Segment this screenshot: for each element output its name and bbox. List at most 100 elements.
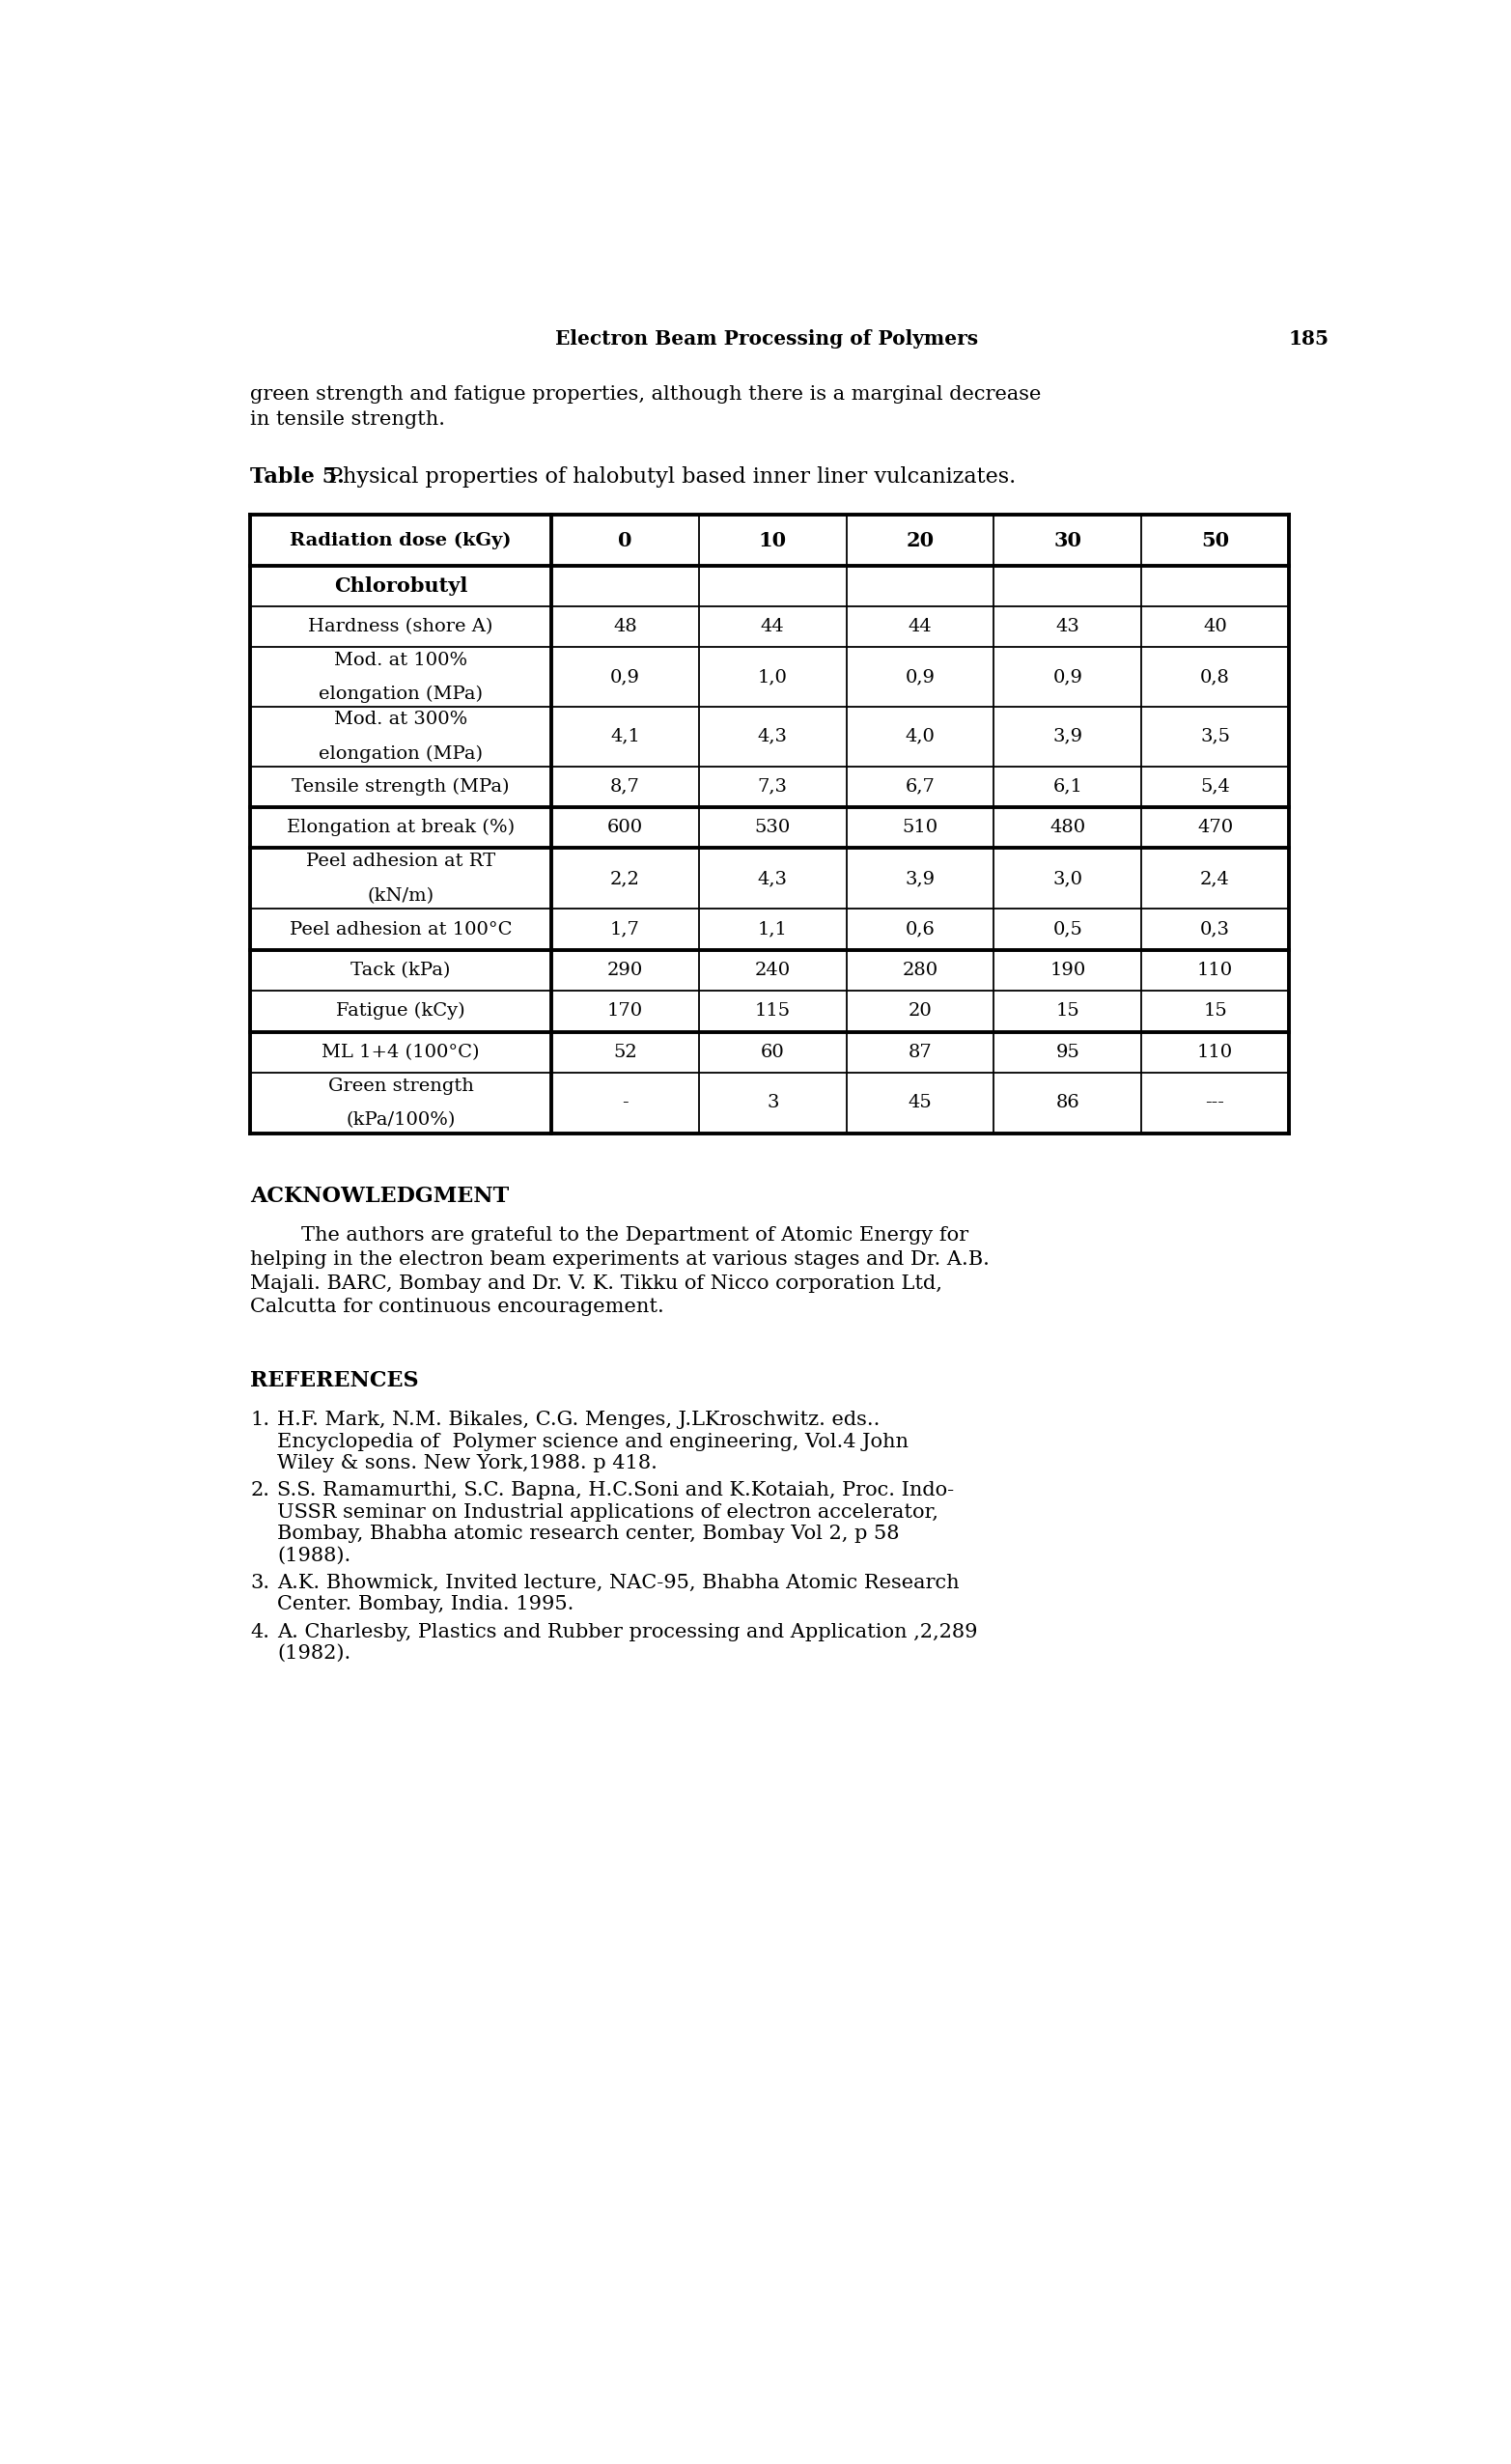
Text: Wiley & sons. New York,1988. p 418.: Wiley & sons. New York,1988. p 418. [277, 1454, 657, 1473]
Text: 8,7: 8,7 [610, 779, 641, 796]
Text: 290: 290 [607, 961, 644, 978]
Text: 6,7: 6,7 [905, 779, 935, 796]
Text: Tensile strength (MPa): Tensile strength (MPa) [292, 779, 509, 796]
Text: 44: 44 [760, 618, 784, 636]
Text: 2,4: 2,4 [1200, 870, 1230, 887]
Text: 530: 530 [754, 818, 790, 835]
Text: Elongation at break (%): Elongation at break (%) [287, 818, 515, 835]
Text: (1988).: (1988). [277, 1547, 351, 1565]
Text: REFERENCES: REFERENCES [251, 1370, 419, 1392]
Text: S.S. Ramamurthi, S.C. Bapna, H.C.Soni and K.Kotaiah, Proc. Indo-: S.S. Ramamurthi, S.C. Bapna, H.C.Soni an… [277, 1481, 953, 1501]
Text: 1,1: 1,1 [757, 922, 787, 939]
Text: 20: 20 [907, 530, 934, 549]
Text: Chlorobutyl: Chlorobutyl [334, 577, 467, 596]
Text: 4.: 4. [251, 1624, 269, 1641]
Text: 0,8: 0,8 [1200, 668, 1230, 685]
Text: helping in the electron beam experiments at various stages and Dr. A.B.: helping in the electron beam experiments… [251, 1249, 990, 1269]
Text: The authors are grateful to the Department of Atomic Energy for: The authors are grateful to the Departme… [251, 1227, 969, 1244]
Text: ACKNOWLEDGMENT: ACKNOWLEDGMENT [251, 1185, 509, 1207]
Text: 6,1: 6,1 [1053, 779, 1082, 796]
Text: 480: 480 [1050, 818, 1085, 835]
Text: ML 1+4 (100°C): ML 1+4 (100°C) [322, 1042, 480, 1062]
Text: (kPa/100%): (kPa/100%) [346, 1111, 455, 1129]
Text: 3,0: 3,0 [1053, 870, 1082, 887]
Text: 3.: 3. [251, 1574, 269, 1592]
Text: Tack (kPa): Tack (kPa) [351, 961, 450, 978]
Text: 110: 110 [1197, 961, 1233, 978]
Text: green strength and fatigue properties, although there is a marginal decrease: green strength and fatigue properties, a… [251, 384, 1041, 404]
Text: 2.: 2. [251, 1481, 269, 1501]
Text: Bombay, Bhabha atomic research center, Bombay Vol 2, p 58: Bombay, Bhabha atomic research center, B… [277, 1525, 899, 1542]
Text: 510: 510 [902, 818, 938, 835]
Text: Encyclopedia of  Polymer science and engineering, Vol.4 John: Encyclopedia of Polymer science and engi… [277, 1432, 908, 1451]
Text: 185: 185 [1289, 330, 1330, 347]
Text: 44: 44 [908, 618, 932, 636]
Text: 87: 87 [908, 1042, 932, 1062]
Text: 3,5: 3,5 [1200, 727, 1230, 744]
Text: Table 5.: Table 5. [251, 466, 345, 488]
Text: 0,6: 0,6 [905, 922, 935, 939]
Text: 470: 470 [1197, 818, 1233, 835]
Text: Fatigue (kCy): Fatigue (kCy) [337, 1003, 465, 1020]
Text: 3: 3 [766, 1094, 778, 1111]
Text: 20: 20 [908, 1003, 932, 1020]
Text: 4,3: 4,3 [757, 727, 787, 744]
Text: 95: 95 [1056, 1042, 1079, 1062]
Text: H.F. Mark, N.M. Bikales, C.G. Menges, J.LKroschwitz. eds..: H.F. Mark, N.M. Bikales, C.G. Menges, J.… [277, 1412, 879, 1429]
Text: 7,3: 7,3 [757, 779, 787, 796]
Text: 40: 40 [1203, 618, 1227, 636]
Text: 2,2: 2,2 [610, 870, 641, 887]
Text: (1982).: (1982). [277, 1643, 351, 1663]
Text: -: - [623, 1094, 629, 1111]
Text: 190: 190 [1050, 961, 1085, 978]
Text: Green strength: Green strength [328, 1077, 473, 1094]
Text: 4,1: 4,1 [610, 727, 641, 744]
Text: 50: 50 [1201, 530, 1228, 549]
Text: 110: 110 [1197, 1042, 1233, 1062]
Text: 30: 30 [1053, 530, 1082, 549]
Text: 1.: 1. [251, 1412, 269, 1429]
Text: 5,4: 5,4 [1200, 779, 1230, 796]
Text: 170: 170 [607, 1003, 644, 1020]
Text: 0,5: 0,5 [1053, 922, 1082, 939]
Text: 1,7: 1,7 [610, 922, 641, 939]
Text: 4,0: 4,0 [905, 727, 935, 744]
Text: Mod. at 100%: Mod. at 100% [334, 650, 467, 668]
Text: 45: 45 [908, 1094, 932, 1111]
Text: 10: 10 [759, 530, 787, 549]
Text: Hardness (shore A): Hardness (shore A) [308, 618, 493, 636]
Text: elongation (MPa): elongation (MPa) [319, 685, 484, 702]
Text: 52: 52 [613, 1042, 638, 1062]
Text: 15: 15 [1056, 1003, 1079, 1020]
Text: 48: 48 [613, 618, 638, 636]
Text: 86: 86 [1056, 1094, 1079, 1111]
Text: 0,9: 0,9 [610, 668, 641, 685]
Text: 1,0: 1,0 [757, 668, 787, 685]
Text: A.K. Bhowmick, Invited lecture, NAC-95, Bhabha Atomic Research: A.K. Bhowmick, Invited lecture, NAC-95, … [277, 1574, 959, 1592]
Text: Physical properties of halobutyl based inner liner vulcanizates.: Physical properties of halobutyl based i… [322, 466, 1015, 488]
Text: 15: 15 [1203, 1003, 1227, 1020]
Text: 0,3: 0,3 [1200, 922, 1230, 939]
Text: A. Charlesby, Plastics and Rubber processing and Application ,2,289: A. Charlesby, Plastics and Rubber proces… [277, 1624, 978, 1641]
Text: Radiation dose (kGy): Radiation dose (kGy) [290, 532, 512, 549]
Text: Peel adhesion at RT: Peel adhesion at RT [307, 853, 496, 870]
Text: 3,9: 3,9 [1053, 727, 1082, 744]
Text: 0: 0 [618, 530, 632, 549]
Text: Electron Beam Processing of Polymers: Electron Beam Processing of Polymers [556, 330, 979, 347]
Text: elongation (MPa): elongation (MPa) [319, 744, 484, 761]
Text: 600: 600 [607, 818, 644, 835]
Text: 0,9: 0,9 [905, 668, 935, 685]
Text: (kN/m): (kN/m) [367, 887, 434, 904]
Text: Peel adhesion at 100°C: Peel adhesion at 100°C [290, 922, 512, 939]
Text: 4,3: 4,3 [757, 870, 787, 887]
Text: 115: 115 [754, 1003, 790, 1020]
Text: 43: 43 [1056, 618, 1079, 636]
Text: Center. Bombay, India. 1995.: Center. Bombay, India. 1995. [277, 1594, 574, 1614]
Text: ---: --- [1206, 1094, 1225, 1111]
Text: USSR seminar on Industrial applications of electron accelerator,: USSR seminar on Industrial applications … [277, 1503, 938, 1520]
Text: in tensile strength.: in tensile strength. [251, 409, 446, 429]
Text: Majali. BARC, Bombay and Dr. V. K. Tikku of Nicco corporation Ltd,: Majali. BARC, Bombay and Dr. V. K. Tikku… [251, 1274, 943, 1294]
Text: 3,9: 3,9 [905, 870, 935, 887]
Text: 280: 280 [902, 961, 938, 978]
Text: 0,9: 0,9 [1053, 668, 1082, 685]
